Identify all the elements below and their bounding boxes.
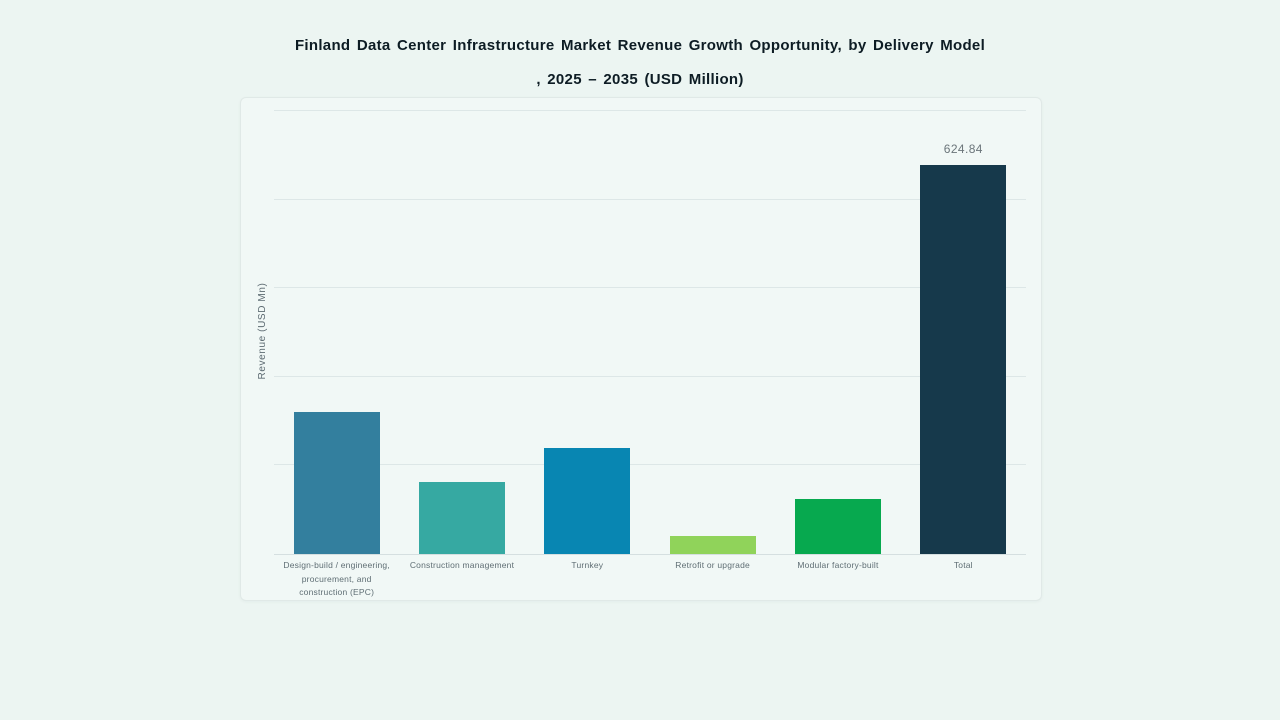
chart-title: Finland Data Center Infrastructure Marke… bbox=[0, 37, 1280, 88]
x-axis-label-design-build-engineering-procurement-and: Design-build / engineering, procurement,… bbox=[283, 560, 390, 598]
x-axis-label-construction-management: Construction management bbox=[409, 560, 515, 570]
x-axis-label-total: Total bbox=[953, 560, 973, 570]
x-axis-labels: Design-build / engineering, procurement,… bbox=[274, 559, 1026, 600]
chart-title-line1: Finland Data Center Infrastructure Marke… bbox=[294, 37, 986, 54]
bar-slot-modular-factory-built bbox=[775, 111, 900, 554]
x-axis-label-turnkey: Turnkey bbox=[571, 560, 604, 570]
bar-design-build-engineering-procurement-and bbox=[293, 411, 380, 554]
gridline bbox=[274, 464, 1026, 466]
bar-slot-total: 624.84 bbox=[901, 111, 1026, 554]
bar-value-label-total: 624.84 bbox=[943, 141, 983, 156]
bar-total bbox=[920, 164, 1007, 554]
bar-modular-factory-built bbox=[794, 499, 881, 554]
bar-slot-construction-management bbox=[399, 111, 524, 554]
gridline bbox=[274, 110, 1026, 111]
chart-panel: Revenue (USD Mn) 624.84 Design-build / e… bbox=[240, 97, 1042, 601]
gridline bbox=[274, 287, 1026, 289]
plot-area: 624.84 bbox=[274, 110, 1026, 555]
x-axis-label-modular-factory-built: Modular factory-built bbox=[797, 560, 879, 570]
gridline bbox=[274, 375, 1026, 377]
bar-turnkey bbox=[544, 448, 631, 554]
bar-series: 624.84 bbox=[274, 111, 1026, 554]
gridline bbox=[274, 198, 1026, 200]
bar-slot-turnkey bbox=[525, 111, 650, 554]
bar-slot-retrofit-or-upgrade bbox=[650, 111, 775, 554]
y-axis-label: Revenue (USD Mn) bbox=[257, 282, 268, 380]
bar-slot-design-build-engineering-procurement-and bbox=[274, 111, 399, 554]
x-axis-label-retrofit-or-upgrade: Retrofit or upgrade bbox=[675, 560, 750, 570]
chart-title-line2: , 2025 – 2035 (USD Million) bbox=[536, 71, 744, 88]
bar-construction-management bbox=[418, 481, 505, 554]
bar-retrofit-or-upgrade bbox=[669, 535, 756, 554]
